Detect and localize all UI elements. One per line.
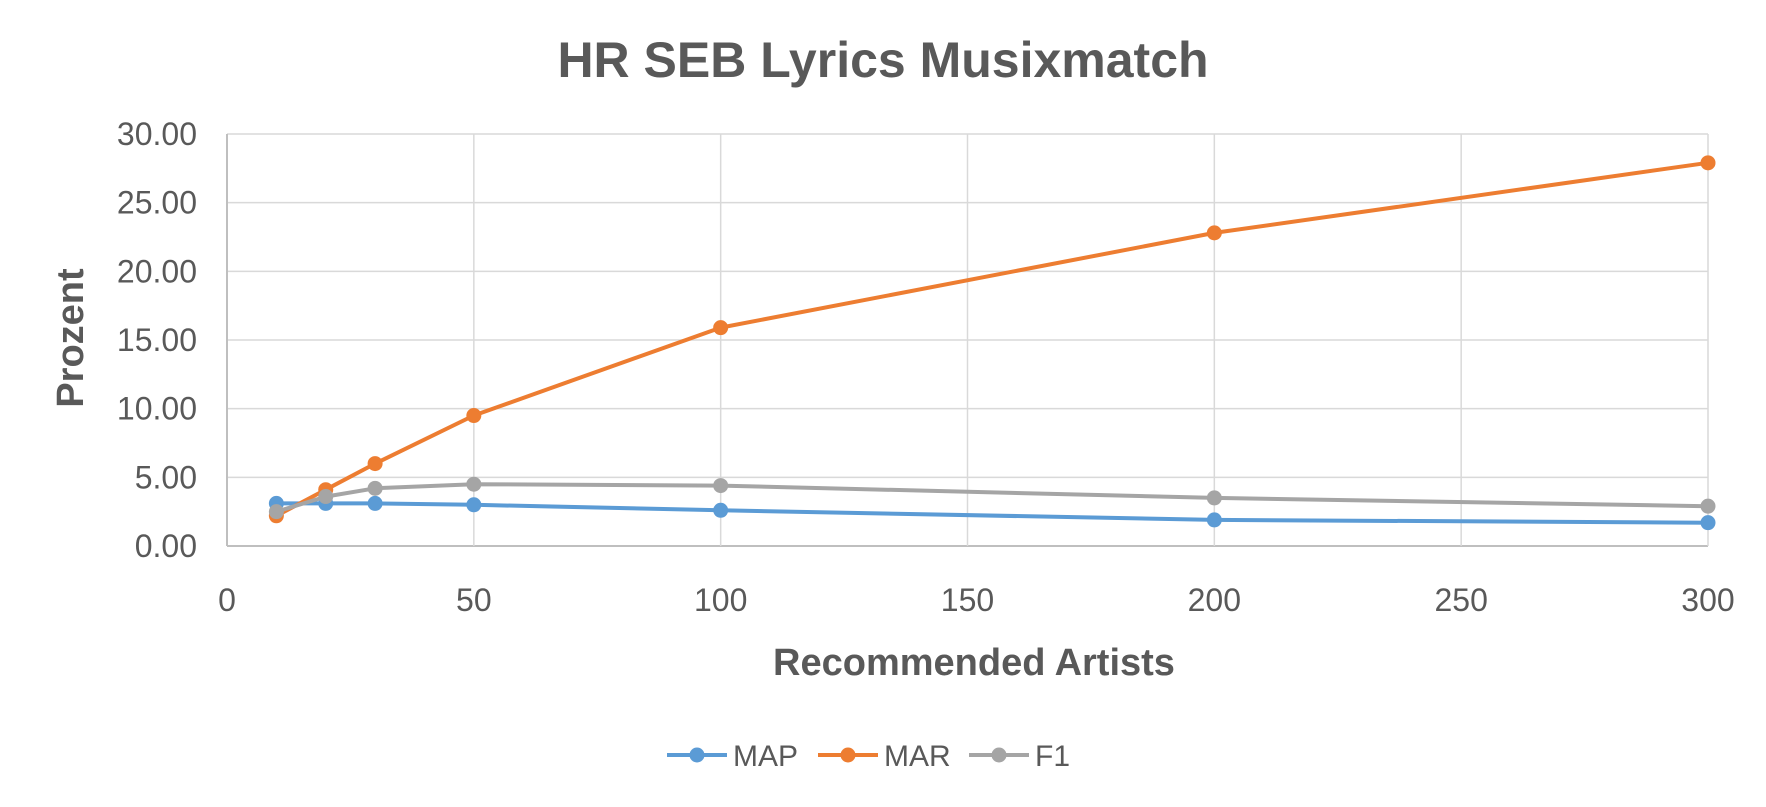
x-tick-label: 300 (1681, 582, 1734, 618)
series-f1 (268, 476, 1716, 520)
data-point-f1 (318, 489, 334, 505)
y-tick-label: 5.00 (135, 459, 197, 495)
data-point-map (713, 502, 729, 518)
chart-title: HR SEB Lyrics Musixmatch (557, 32, 1208, 88)
legend-marker-map (689, 747, 705, 763)
data-point-map (367, 495, 383, 511)
legend-marker-mar (840, 747, 856, 763)
legend-item-f1: F1 (969, 740, 1070, 773)
y-axis-title: Prozent (50, 268, 92, 408)
y-tick-label: 30.00 (117, 116, 197, 152)
y-tick-label: 10.00 (117, 391, 197, 427)
y-tick-label: 20.00 (117, 253, 197, 289)
legend-item-map: MAP (667, 740, 798, 773)
data-point-mar (466, 408, 482, 424)
y-tick-label: 25.00 (117, 185, 197, 221)
legend: MAP MAR F1 (667, 740, 1070, 773)
x-axis-title: Recommended Artists (773, 642, 1175, 684)
y-tick-label: 0.00 (135, 528, 197, 564)
y-tick-label: 15.00 (117, 322, 197, 358)
series-line-f1 (274, 482, 1710, 514)
legend-label-mar: MAR (884, 740, 951, 773)
data-point-mar (367, 456, 383, 472)
x-tick-label: 100 (694, 582, 747, 618)
data-point-mar (1206, 225, 1222, 241)
data-point-mar (1700, 155, 1716, 171)
data-point-f1 (1206, 490, 1222, 506)
data-point-f1 (367, 480, 383, 496)
data-point-map (1700, 515, 1716, 531)
series-line-map (274, 501, 1710, 525)
data-point-f1 (1700, 498, 1716, 514)
x-tick-label: 250 (1434, 582, 1487, 618)
data-point-f1 (713, 478, 729, 494)
legend-item-mar: MAR (818, 740, 951, 773)
x-tick-label: 150 (941, 582, 994, 618)
legend-marker-f1 (991, 747, 1007, 763)
data-point-map (1206, 512, 1222, 528)
data-point-f1 (466, 476, 482, 492)
legend-label-f1: F1 (1035, 740, 1070, 773)
series-layer (268, 155, 1716, 531)
x-tick-label: 200 (1188, 582, 1241, 618)
legend-label-map: MAP (733, 740, 798, 773)
data-point-mar (713, 320, 729, 336)
data-point-map (466, 497, 482, 513)
axes: 0.00 5.00 10.00 15.00 20.00 25.00 30.00 0 50 100 1… (117, 116, 1735, 618)
data-point-f1 (268, 504, 284, 520)
x-tick-label: 0 (218, 582, 236, 618)
x-tick-label: 50 (456, 582, 492, 618)
